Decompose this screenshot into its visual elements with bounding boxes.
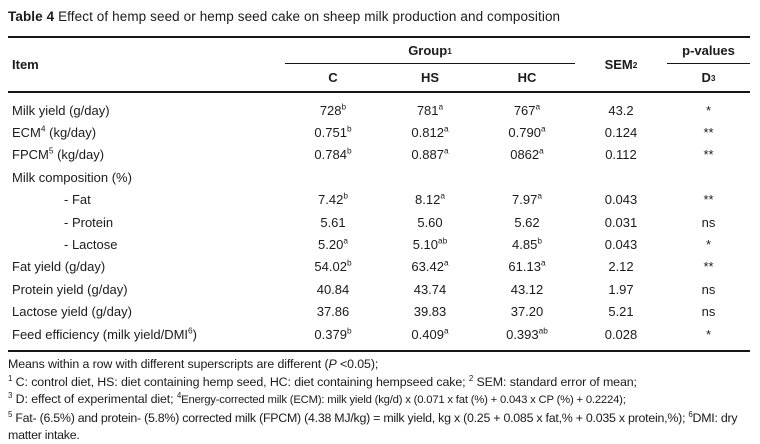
table-row-feed-efficiency: Feed efficiency (milk yield/DMI6) 0.379b… [8, 323, 750, 345]
table-row-protein: - Protein 5.61 5.60 5.62 0.031 ns [8, 211, 750, 233]
table-row-fat: - Fat 7.42b 8.12a 7.97a 0.043 ** [8, 189, 750, 211]
cell-hs: 0.812a [411, 123, 449, 141]
cell-hs: 0.409a [411, 325, 449, 342]
cell-pvalue: ns [701, 281, 716, 297]
cell-sem: 0.124 [604, 125, 638, 141]
row-label: ECM4 (kg/day) [12, 123, 97, 141]
cell-c: 728b [319, 101, 347, 118]
cell-pvalue: ** [703, 147, 714, 163]
cell-c: 40.84 [316, 281, 350, 297]
cell-hc: 0.790a [508, 123, 546, 141]
header-sem: SEM 2 [604, 57, 638, 72]
table-row-protein-yield: Protein yield (g/day) 40.84 43.74 43.12 … [8, 278, 750, 300]
cell-pvalue: ** [703, 125, 714, 141]
row-label: Protein yield (g/day) [12, 281, 128, 297]
table-row-lactose-yield: Lactose yield (g/day) 37.86 39.83 37.20 … [8, 301, 750, 323]
footnote-diets-sem: 1 C: control diet, HS: diet containing h… [8, 373, 637, 389]
cell-pvalue: ** [703, 259, 714, 275]
table-row-milk-yield: Milk yield (g/day) 728b 781a 767a 43.2 * [8, 99, 750, 121]
cell-hs: 8.12a [415, 190, 445, 208]
cell-sem: 0.031 [604, 214, 638, 230]
row-label: Milk yield (g/day) [12, 102, 110, 118]
footnotes: Means within a row with different supers… [8, 356, 750, 444]
row-label: - Fat [64, 192, 91, 208]
table-caption-number: Table 4 [8, 9, 55, 24]
footnote-fpcm-dmi: 5 Fat- (6.5%) and protein- (5.8%) correc… [8, 409, 738, 442]
cell-hc: 4.85b [512, 235, 542, 253]
table-row-ecm: ECM4 (kg/day) 0.751b 0.812a 0.790a 0.124… [8, 121, 750, 143]
cell-sem: 1.97 [608, 281, 634, 297]
cell-hc: 7.97a [512, 190, 542, 208]
header-col-hc: HC [517, 70, 537, 85]
cell-sem: 0.112 [605, 147, 637, 163]
cell-hs: 5.10ab [412, 235, 448, 253]
cell-hs: 39.83 [413, 304, 447, 320]
cell-hs: 5.60 [417, 214, 443, 230]
header-col-c: C [328, 70, 338, 85]
cell-sem: 5.21 [608, 304, 634, 320]
cell-c: 0.784b [314, 146, 352, 163]
row-label: Fat yield (g/day) [12, 259, 106, 275]
cell-hs: 0.887a [411, 146, 449, 163]
cell-hc: 0.393ab [506, 325, 548, 342]
cell-c: 54.02b [314, 258, 352, 275]
cell-c: 0.379b [314, 325, 352, 342]
row-label: Feed efficiency (milk yield/DMI6) [12, 325, 198, 342]
header-col-hs: HS [420, 70, 440, 85]
cell-sem: 0.043 [604, 192, 638, 208]
cell-hs: 43.74 [413, 281, 447, 297]
cell-c: 5.20a [318, 235, 348, 253]
cell-hc: 5.62 [514, 214, 540, 230]
cell-c: 37.86 [316, 304, 350, 320]
table-body: Milk yield (g/day) 728b 781a 767a 43.2 *… [8, 93, 750, 353]
row-label: Milk composition (%) [12, 169, 132, 185]
cell-pvalue: * [705, 237, 712, 253]
table-row-lactose: - Lactose 5.20a 5.10ab 4.85b 0.043 * [8, 233, 750, 255]
cell-sem: 43.2 [608, 102, 634, 118]
footnote-d-ecm: 3 D: effect of experimental diet; 4Energ… [8, 390, 626, 407]
cell-c: 7.42b [318, 190, 348, 208]
cell-hc: 767a [513, 101, 541, 118]
header-group: Group 1 [285, 38, 575, 64]
cell-hc: 43.12 [510, 281, 544, 297]
table-row-fpcm: FPCM5 (kg/day) 0.784b 0.887a 0862a 0.112… [8, 144, 750, 166]
cell-sem: 0.043 [604, 237, 638, 253]
row-label: - Lactose [64, 237, 118, 253]
header-pvalues: p-values [667, 38, 750, 64]
table-row-milk-composition: Milk composition (%) [8, 166, 750, 188]
table-row-fat-yield: Fat yield (g/day) 54.02b 63.42a 61.13a 2… [8, 256, 750, 278]
cell-hs: 63.42a [411, 258, 449, 275]
cell-hs: 781a [416, 101, 444, 118]
table-caption: Table 4 Effect of hemp seed or hemp seed… [8, 9, 750, 24]
cell-hc: 0862a [510, 146, 544, 163]
cell-pvalue: * [705, 326, 712, 342]
cell-hc: 61.13a [508, 258, 546, 275]
cell-hc: 37.20 [510, 304, 544, 320]
header-item: Item [12, 57, 39, 72]
cell-c: 0.751b [314, 123, 352, 141]
row-label: Lactose yield (g/day) [12, 304, 132, 320]
cell-sem: 0.028 [604, 326, 638, 342]
table-caption-text: Effect of hemp seed or hemp seed cake on… [54, 9, 561, 24]
cell-pvalue: * [705, 102, 712, 118]
cell-c: 5.61 [320, 214, 346, 230]
cell-pvalue: ** [703, 192, 714, 208]
cell-pvalue: ns [701, 304, 716, 320]
row-label: FPCM5 (kg/day) [12, 146, 105, 163]
cell-pvalue: ns [701, 214, 716, 230]
footnote-significance: Means within a row with different supers… [8, 357, 379, 372]
cell-sem: 2.12 [608, 259, 634, 275]
row-label: - Protein [64, 214, 114, 230]
